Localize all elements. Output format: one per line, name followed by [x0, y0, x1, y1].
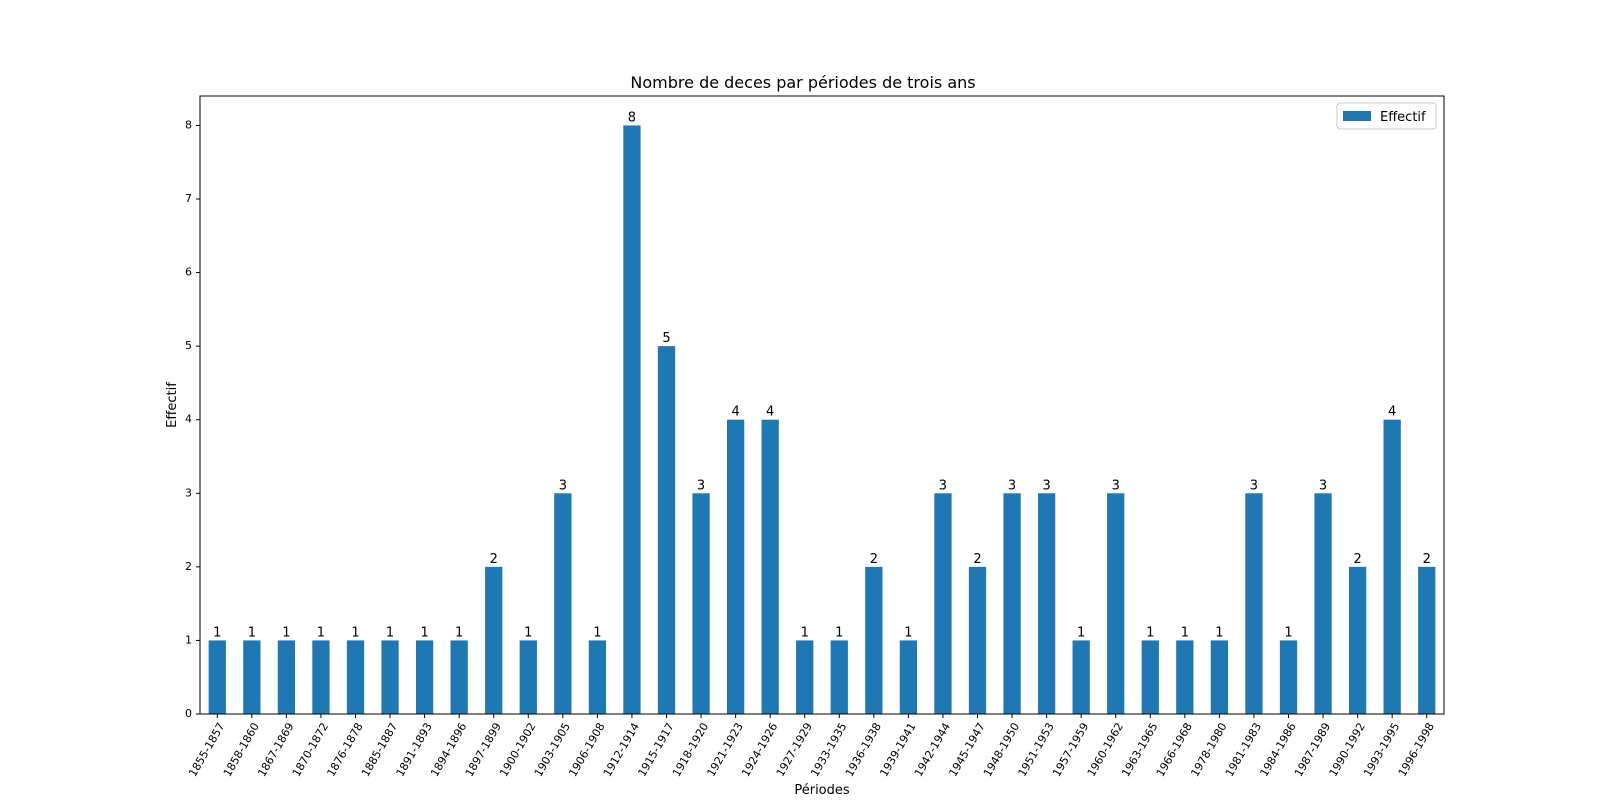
bar — [830, 640, 848, 714]
bar — [1279, 640, 1298, 714]
bar-value-label: 1 — [1146, 625, 1154, 640]
y-tick-label: 7 — [185, 192, 192, 205]
bar — [1418, 566, 1436, 714]
bar-value-label: 3 — [559, 478, 567, 493]
bar-value-label: 8 — [628, 110, 636, 125]
bar — [1141, 640, 1159, 714]
bar — [1245, 493, 1263, 714]
bar — [1383, 419, 1401, 714]
bar-value-label: 1 — [213, 625, 221, 640]
bar-value-label: 1 — [904, 625, 912, 640]
bar-value-label: 1 — [1181, 625, 1189, 640]
legend-swatch — [1343, 111, 1371, 121]
bar — [519, 640, 537, 714]
y-tick-label: 6 — [185, 266, 192, 279]
legend-label: Effectif — [1380, 110, 1426, 125]
bar — [692, 493, 710, 714]
bar — [657, 346, 676, 714]
y-tick-label: 8 — [185, 118, 192, 131]
y-tick-label: 3 — [185, 486, 192, 499]
bar-value-label: 1 — [386, 625, 394, 640]
bar-value-label: 1 — [524, 625, 532, 640]
bar-value-label: 1 — [1284, 625, 1292, 640]
bar-value-label: 1 — [248, 625, 256, 640]
bar — [968, 566, 987, 714]
bar — [485, 566, 503, 714]
bar — [899, 640, 918, 714]
bar-value-label: 4 — [766, 405, 774, 420]
bar — [381, 640, 399, 714]
bar-value-label: 3 — [1112, 478, 1120, 493]
bar — [1037, 493, 1056, 714]
chart-title: Nombre de deces par périodes de trois an… — [630, 73, 975, 92]
bar — [865, 566, 883, 714]
bar — [761, 419, 779, 714]
data-labels-group: 1 1 1 1 1 1 1 1 2 1 3 1 8 5 3 4 4 1 1 2 1 3 2 3 3 1 3 1 1 1 3 1 3 2 4 2 — [213, 110, 1431, 640]
bar-value-label: 1 — [801, 625, 809, 640]
bar — [1107, 493, 1125, 714]
bar-value-label: 1 — [317, 625, 325, 640]
legend-frame — [1336, 102, 1437, 130]
y-tick-label: 0 — [185, 707, 192, 720]
y-axis-title: Effectif — [165, 382, 180, 428]
bar — [208, 640, 226, 714]
bar-value-label: 1 — [282, 625, 290, 640]
bar-value-label: 3 — [1250, 478, 1258, 493]
bar — [623, 125, 641, 714]
x-axis: 1855-18571858-18601867-18691870-18721876… — [186, 714, 1437, 779]
bar-value-label: 1 — [835, 625, 843, 640]
bar-value-label: 4 — [1388, 405, 1396, 420]
y-tick-label: 1 — [185, 633, 192, 646]
bar — [312, 640, 330, 714]
bar — [588, 640, 607, 714]
legend: Effectif — [1336, 102, 1437, 130]
y-tick-label: 2 — [185, 560, 192, 573]
bar — [415, 640, 434, 714]
bar-value-label: 2 — [973, 552, 981, 567]
bar-value-label: 3 — [1042, 478, 1050, 493]
bar-value-label: 1 — [1077, 625, 1085, 640]
bar — [554, 493, 572, 714]
bar-value-label: 2 — [490, 552, 498, 567]
bar — [1176, 640, 1194, 714]
bar-value-label: 3 — [697, 478, 705, 493]
bar-value-label: 2 — [1423, 552, 1431, 567]
bar — [726, 419, 745, 714]
bar — [1210, 640, 1229, 714]
bar-value-label: 1 — [351, 625, 359, 640]
bar-value-label: 2 — [870, 552, 878, 567]
bar-value-label: 3 — [1008, 478, 1016, 493]
bar — [934, 493, 952, 714]
bar-value-label: 5 — [662, 331, 670, 346]
bar-value-label: 1 — [593, 625, 601, 640]
plot-area-frame — [199, 95, 1445, 715]
bar — [346, 640, 365, 714]
bar — [1348, 566, 1367, 714]
bar — [1003, 493, 1021, 714]
bar-value-label: 1 — [1215, 625, 1223, 640]
bar — [1314, 493, 1332, 714]
y-tick-label: 4 — [185, 413, 192, 426]
bar-value-label: 3 — [939, 478, 947, 493]
bar — [243, 640, 261, 714]
bar — [796, 640, 814, 714]
bar-value-label: 1 — [455, 625, 463, 640]
bar-value-label: 4 — [731, 405, 739, 420]
y-tick-label: 5 — [185, 339, 192, 352]
bar — [277, 640, 296, 714]
bars-group — [208, 125, 1436, 714]
bar-value-label: 3 — [1319, 478, 1327, 493]
bar — [450, 640, 468, 714]
bar-value-label: 2 — [1353, 552, 1361, 567]
y-axis: 0 1 2 3 4 5 6 7 8 — [185, 118, 200, 720]
x-axis-title: Périodes — [794, 783, 850, 798]
bar — [1072, 640, 1090, 714]
x-tick-label: 1996-1998 — [1396, 721, 1437, 779]
bar-value-label: 1 — [420, 625, 428, 640]
